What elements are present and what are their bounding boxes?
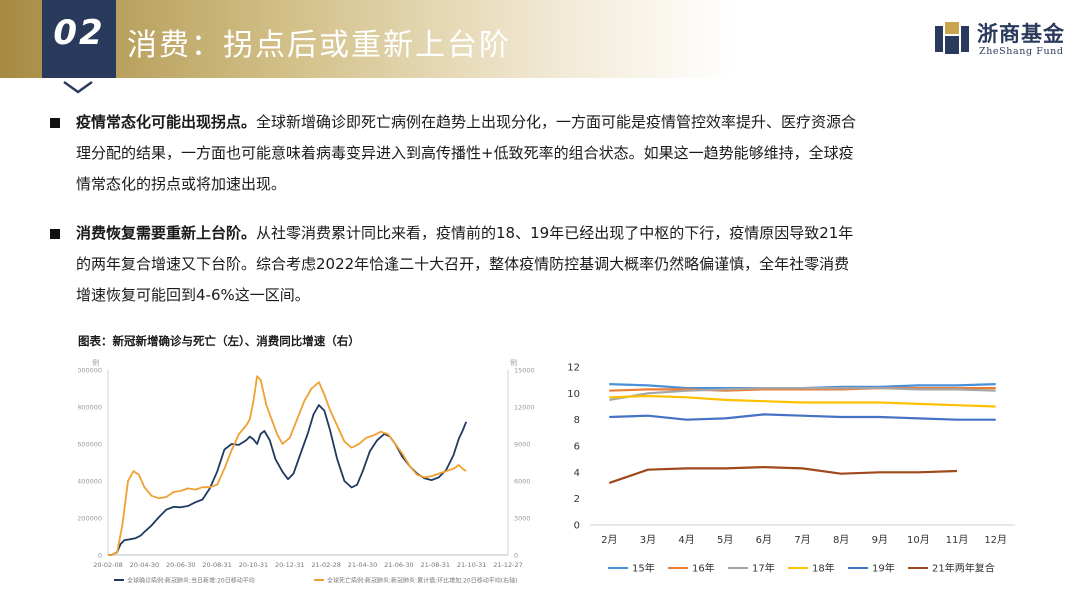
legend-label: 全球死亡病例:新冠肺炎:新冠肺炎:累计值:环比增加:20日移动平均(右轴) (327, 577, 517, 585)
right-axis-unit: 例 (510, 358, 517, 367)
x-tick-label: 10月 (907, 534, 930, 546)
legend-label: 17年 (752, 562, 775, 575)
paragraph-1-line-2: 理分配的结果，一方面也可能意味着病毒变异进入到高传播性+低致死率的组合状态。如果… (76, 144, 854, 162)
y-tick-label: 8 (574, 415, 580, 426)
paragraph-2-line-2: 的两年复合增速又下台阶。综合考虑2022年恰逢二十大召开，整体疫情防控基调大概率… (76, 255, 850, 273)
x-tick-label: 21-10-31 (457, 561, 487, 569)
right-y-tick-label: 9000 (514, 441, 531, 449)
x-tick-label: 9月 (872, 534, 888, 546)
chart-caption: 图表：新冠新增确诊与死亡（左）、消费同比增速（右） (78, 334, 360, 348)
x-tick-label: 7月 (794, 534, 810, 546)
logo-mark-icon (935, 22, 969, 54)
x-tick-label: 12月 (984, 534, 1007, 546)
covid-cases-deaths-chart: 例 例 0 200000 400000 600000 800000 1000000 0 3000 6… (78, 358, 535, 585)
series-line (609, 387, 996, 401)
x-tick-label: 20-10-31 (239, 561, 269, 569)
x-tick-label: 5月 (717, 534, 733, 546)
legend-label: 16年 (692, 562, 715, 575)
right-y-tick-label: 0 (514, 552, 518, 560)
paragraph-1-heading: 疫情常态化可能出现拐点。 (76, 113, 257, 131)
x-tick-label: 20-06-30 (166, 561, 196, 569)
y-tick-label: 6 (574, 442, 580, 453)
legend-label: 18年 (812, 562, 835, 575)
legend-label: 全球确诊病例:新冠肺炎:当日新增:20日移动平均 (127, 577, 255, 585)
left-y-tick-label: 600000 (78, 441, 102, 449)
paragraph-1: 疫情常态化可能出现拐点。全球新增确诊即死亡病例在趋势上出现分化，一方面可能是疫情… (76, 107, 1030, 200)
header-bar (0, 0, 1080, 78)
paragraph-2-line-1: 从社零消费累计同比来看，疫情前的18、19年已经出现了中枢的下行，疫情原因导致2… (256, 224, 854, 242)
paragraph-2-heading: 消费恢复需要重新上台阶。 (76, 224, 257, 242)
y-tick-label: 2 (574, 494, 580, 505)
retail-sales-growth-chart: 0 2 4 6 8 10 12 2月 3月 4月 5月 6月 7月 8月 9月 10月 11月 12月 15年 16年… (567, 363, 1015, 575)
x-tick-label: 21-12-27 (493, 561, 523, 569)
right-y-tick-label: 6000 (514, 478, 531, 486)
series-line (609, 394, 996, 408)
left-y-tick-label: 200000 (78, 515, 102, 523)
x-tick-label: 11月 (946, 534, 969, 546)
x-tick-label: 20-02-08 (93, 561, 123, 569)
legend-label: 19年 (872, 562, 895, 575)
bullet-icon (50, 118, 60, 128)
legend-label: 21年两年复合 (932, 562, 995, 575)
x-tick-label: 4月 (678, 534, 694, 546)
x-tick-label: 20-08-31 (202, 561, 232, 569)
section-number-tab: 02 (42, 0, 116, 78)
left-axis-unit: 例 (92, 358, 99, 367)
series-line-cases (108, 404, 468, 556)
series-line-deaths (108, 375, 467, 556)
x-tick-label: 6月 (756, 534, 772, 546)
company-logo: 浙商基金 ZheShang Fund (933, 16, 1073, 64)
legend-label: 15年 (632, 562, 655, 575)
x-tick-label: 21-04-30 (348, 561, 378, 569)
bullet-icon (50, 229, 60, 239)
logo-english-name: ZheShang Fund (979, 46, 1064, 57)
x-tick-label: 21-02-28 (311, 561, 341, 569)
paragraph-2-line-3: 增速恢复可能回到4-6%这一区间。 (76, 286, 310, 304)
x-tick-label: 21-06-30 (384, 561, 414, 569)
paragraph-1-line-1: 全球新增确诊即死亡病例在趋势上出现分化，一方面可能是疫情管控效率提升、医疗资源合 (256, 113, 857, 131)
x-tick-label: 20-12-31 (275, 561, 305, 569)
left-y-tick-label: 800000 (78, 404, 102, 412)
logo-chinese-name: 浙商基金 (977, 21, 1065, 46)
y-tick-label: 12 (567, 363, 580, 374)
left-y-tick-label: 0 (98, 552, 102, 560)
series-line (609, 387, 996, 392)
x-tick-label: 21-08-31 (421, 561, 451, 569)
paragraph-2: 消费恢复需要重新上台阶。从社零消费累计同比来看，疫情前的18、19年已经出现了中… (76, 218, 1030, 311)
x-tick-label: 2月 (601, 534, 617, 546)
x-tick-label: 3月 (640, 534, 656, 546)
right-y-tick-label: 15000 (514, 367, 535, 375)
right-y-tick-label: 12000 (514, 404, 535, 412)
series-line (609, 413, 996, 421)
x-tick-label: 8月 (833, 534, 849, 546)
series-line (608, 466, 958, 484)
chevron-down-icon (63, 80, 93, 94)
right-y-tick-label: 3000 (514, 515, 531, 523)
left-y-tick-label: 400000 (78, 478, 102, 486)
page-title: 消费：拐点后或重新上台阶 (127, 28, 511, 63)
x-tick-label: 20-04-30 (130, 561, 160, 569)
y-tick-label: 0 (574, 521, 580, 532)
left-y-tick-label: 1000000 (78, 367, 102, 375)
y-tick-label: 4 (574, 468, 580, 479)
y-tick-label: 10 (567, 389, 580, 400)
section-number: 02 (53, 13, 105, 53)
paragraph-1-line-3: 情常态化的拐点或将加速出现。 (76, 175, 287, 193)
